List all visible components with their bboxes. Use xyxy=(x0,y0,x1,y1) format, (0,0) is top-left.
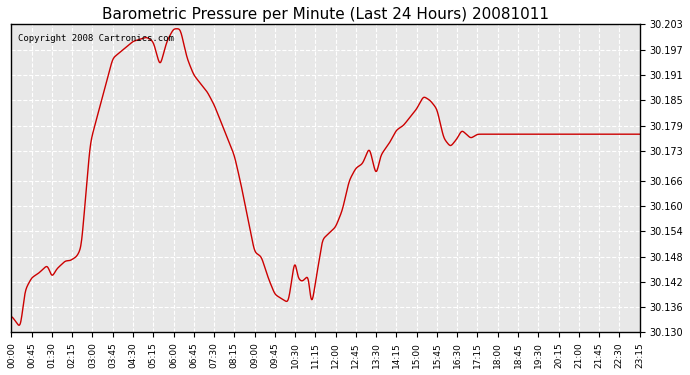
Text: Copyright 2008 Cartronics.com: Copyright 2008 Cartronics.com xyxy=(18,34,174,43)
Title: Barometric Pressure per Minute (Last 24 Hours) 20081011: Barometric Pressure per Minute (Last 24 … xyxy=(102,7,549,22)
